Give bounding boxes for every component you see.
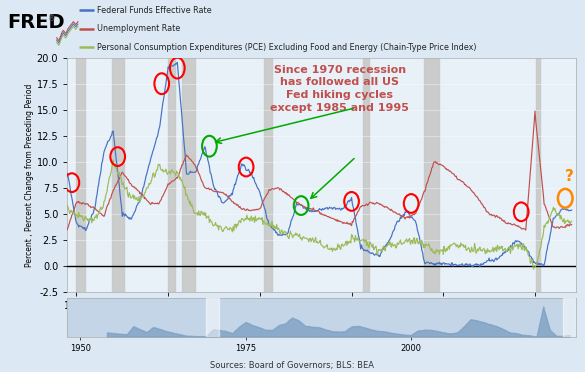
Bar — [424, 58, 439, 292]
Bar — [206, 298, 219, 337]
Text: Since 1970 recession
has followed all US
Fed hiking cycles
except 1985 and 1995: Since 1970 recession has followed all US… — [270, 65, 409, 113]
Text: Personal Consumption Expenditures (PCE) Excluding Food and Energy (Chain-Type Pr: Personal Consumption Expenditures (PCE) … — [97, 43, 476, 52]
Y-axis label: Percent , Percent Change from Preceding Period: Percent , Percent Change from Preceding … — [25, 83, 34, 266]
Bar — [112, 58, 124, 292]
Bar — [168, 58, 174, 292]
Text: FRED: FRED — [7, 13, 65, 32]
Text: Unemployment Rate: Unemployment Rate — [97, 24, 180, 33]
Text: Sources: Board of Governors; BLS: BEA: Sources: Board of Governors; BLS: BEA — [211, 360, 374, 369]
Text: ?: ? — [565, 169, 574, 184]
Bar — [75, 58, 85, 292]
Bar — [363, 58, 369, 292]
Text: Federal Funds Effective Rate: Federal Funds Effective Rate — [97, 6, 211, 15]
Bar — [182, 58, 195, 292]
Text: ®: ® — [48, 15, 56, 23]
Bar — [536, 58, 539, 292]
Bar — [264, 58, 272, 292]
Bar — [563, 298, 576, 337]
